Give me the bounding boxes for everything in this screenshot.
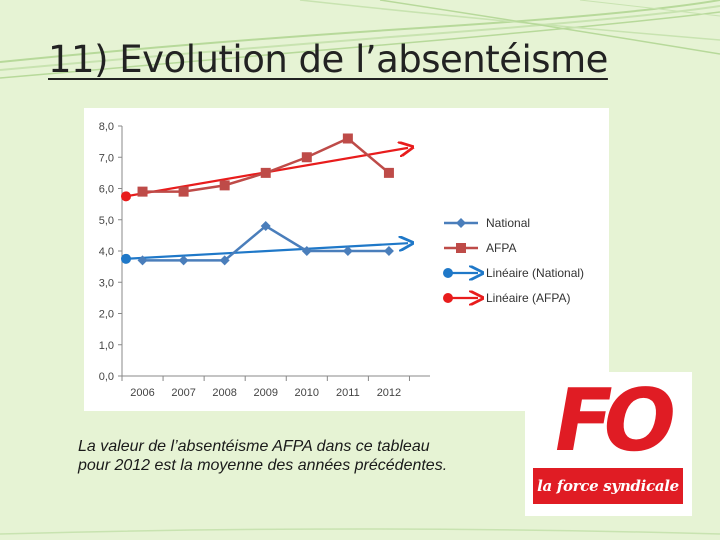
x-tick-label: 2012 [377, 387, 401, 399]
data-point-afpa [137, 186, 148, 197]
fo-logo: FO la force syndicale [525, 371, 692, 516]
caption-line: La valeur de l’absentéisme AFPA dans ce … [78, 438, 430, 455]
x-tick-label: 2010 [295, 387, 319, 399]
data-point-afpa [383, 167, 394, 178]
caption: La valeur de l’absentéisme AFPA dans ce … [78, 437, 518, 475]
y-tick-label: 0,0 [99, 371, 114, 383]
legend-label: National [486, 216, 530, 230]
slide-title: 11) Evolution de l’absentéisme [48, 38, 608, 81]
trendline-start-dot [121, 253, 131, 264]
y-tick-label: 1,0 [99, 340, 114, 352]
y-tick-label: 6,0 [99, 184, 114, 196]
header-decoration [0, 0, 720, 79]
x-tick-label: 2009 [253, 387, 277, 399]
data-point-afpa [301, 152, 312, 163]
y-tick-label: 8,0 [99, 121, 114, 133]
x-tick-label: 2007 [171, 387, 195, 399]
x-tick-label: 2006 [130, 387, 154, 399]
footer-decoration [0, 528, 720, 535]
data-point-national [383, 246, 394, 256]
data-point-national [137, 255, 148, 266]
x-tick-label: 2011 [336, 387, 360, 399]
logo-band-text: la force syndicale [533, 468, 683, 504]
legend-marker-square [456, 243, 466, 253]
data-point-afpa [342, 133, 353, 144]
trendline-start-dot [121, 191, 131, 202]
data-point-national [260, 221, 271, 231]
y-tick-label: 2,0 [99, 309, 114, 321]
series-line-afpa [142, 137, 390, 193]
data-point-national [219, 255, 230, 266]
data-point-afpa [178, 186, 189, 197]
data-point-afpa [219, 180, 230, 191]
line-chart: 0,0 1,0 2,0 3,0 4,0 5,0 6,0 7,0 8,0 2006 2007 2008 2… [99, 121, 584, 399]
chart-panel: 0,0 1,0 2,0 3,0 4,0 5,0 6,0 7,0 8,0 2006 2007 2008 2… [84, 108, 609, 411]
y-tick-label: 3,0 [99, 277, 114, 289]
legend-marker-diamond [456, 218, 466, 228]
logo-main-text: FO [545, 371, 675, 471]
data-point-national [301, 246, 312, 256]
caption-line: pour 2012 est la moyenne des années préc… [78, 457, 448, 474]
legend-dot [443, 293, 453, 303]
y-tick-label: 4,0 [99, 246, 114, 258]
trendline-national [125, 243, 408, 260]
x-tick-label: 2008 [212, 387, 236, 399]
y-tick-label: 7,0 [99, 152, 114, 164]
legend-label: Linéaire (AFPA) [486, 291, 570, 305]
y-tick-label: 5,0 [99, 215, 114, 227]
data-point-national [178, 255, 189, 266]
data-point-afpa [260, 167, 271, 178]
legend-dot [443, 268, 453, 278]
data-point-national [342, 246, 353, 256]
legend-label: Linéaire (National) [486, 266, 584, 280]
legend-label: AFPA [486, 241, 516, 255]
